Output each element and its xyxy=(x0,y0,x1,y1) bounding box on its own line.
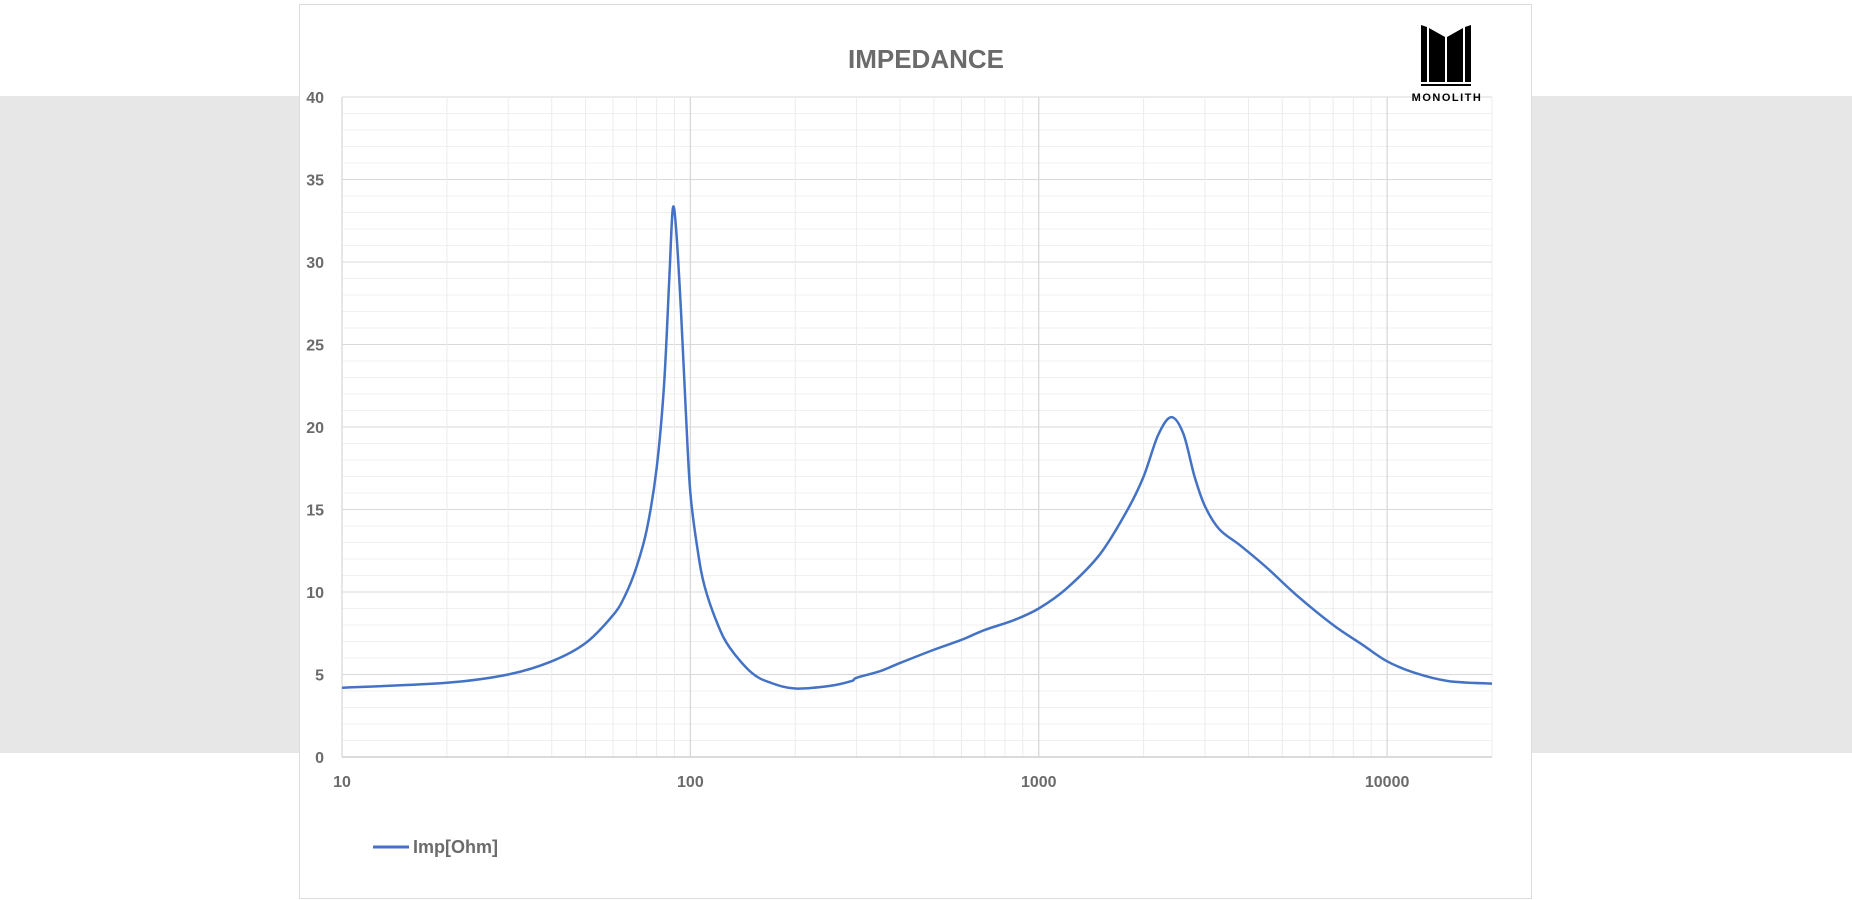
y-tick-label: 10 xyxy=(306,585,324,602)
x-axis-ticks: 10 100 1000 10000 xyxy=(333,774,1409,791)
y-tick-label: 0 xyxy=(315,750,324,767)
y-tick-label: 25 xyxy=(306,338,324,355)
y-tick-label: 20 xyxy=(306,420,324,437)
y-tick-label: 5 xyxy=(315,668,324,685)
legend-label: Imp[Ohm] xyxy=(413,837,498,857)
chart-title: IMPEDANCE xyxy=(848,44,1004,74)
y-axis-ticks: 0 5 10 15 20 25 30 35 40 xyxy=(306,90,324,767)
y-tick-label: 30 xyxy=(306,255,324,272)
x-tick-label: 100 xyxy=(677,774,704,791)
legend: Imp[Ohm] xyxy=(373,837,498,857)
y-tick-label: 35 xyxy=(306,173,324,190)
y-tick-label: 40 xyxy=(306,90,324,107)
x-tick-label: 10000 xyxy=(1365,774,1410,791)
logo-wordmark: MONOLITH xyxy=(1412,92,1483,104)
monolith-logo: MONOLITH xyxy=(1412,25,1483,104)
y-tick-label: 15 xyxy=(306,503,324,520)
grid xyxy=(341,96,1493,758)
x-tick-label: 1000 xyxy=(1021,774,1057,791)
x-tick-label: 10 xyxy=(333,774,351,791)
series-line-imp-ohm xyxy=(341,205,1493,690)
chart-card xyxy=(299,4,1532,899)
